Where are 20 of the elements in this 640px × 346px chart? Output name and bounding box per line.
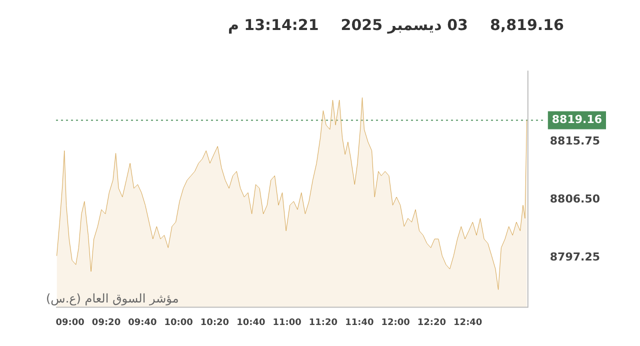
x-tick-label: 11:20 — [308, 318, 338, 328]
x-tick-label: 10:20 — [200, 318, 230, 328]
x-tick-label: 11:40 — [345, 318, 374, 328]
x-tick-label: 09:00 — [56, 318, 84, 328]
chart-subtitle: 03 ديسمبر 2025 — [340, 16, 468, 34]
text: 13:14:21 م — [228, 16, 319, 34]
y-tick-label: 8797.25 — [550, 250, 600, 264]
x-tick-label: 10:40 — [236, 318, 266, 328]
y-tick-label: 8815.75 — [550, 134, 600, 148]
x-tick-label: 12:40 — [454, 318, 482, 328]
annotation: مؤشر السوق العام (ع.س) — [46, 291, 179, 306]
x-tick-label: 11:00 — [272, 318, 302, 328]
ref-line-label: 8819.16 — [552, 113, 602, 126]
x-tick-label: 12:00 — [381, 318, 410, 328]
x-tick-label: 10:00 — [164, 318, 193, 328]
x-tick-label: 09:20 — [92, 318, 121, 328]
y-tick-label: 8806.50 — [550, 192, 600, 206]
chart-title: 8,819.16 — [490, 16, 564, 34]
x-tick-label: 12:20 — [417, 318, 446, 328]
x-tick-label: 09:40 — [128, 318, 157, 328]
